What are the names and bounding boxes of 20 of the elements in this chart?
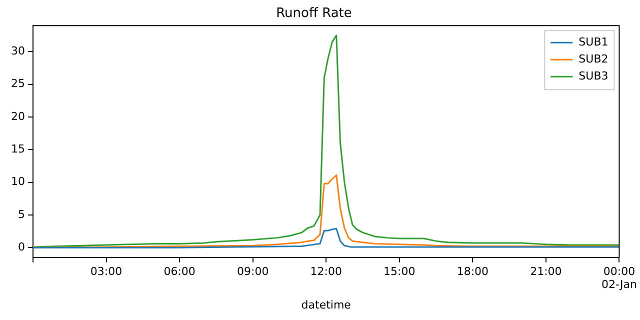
x-axis-title: datetime [301, 298, 352, 312]
y-tick-label: 15 [10, 142, 25, 156]
y-tick-label: 0 [18, 240, 25, 254]
x-tick-label: 12:00 [310, 264, 342, 278]
legend-label: SUB3 [578, 69, 608, 82]
legend-label: SUB2 [578, 52, 608, 66]
y-tick-label: 25 [10, 77, 25, 90]
y-tick-label: 20 [10, 110, 25, 123]
x-tick-label: 15:00 [384, 264, 416, 278]
x-tick-label: 00:00 02-Jan [601, 264, 638, 292]
x-tick-label: 21:00 [530, 264, 562, 278]
y-tick-label: 5 [18, 208, 25, 221]
chart-title: Runoff Rate [276, 6, 352, 22]
legend-label: SUB1 [578, 35, 608, 48]
x-tick-label: 03:00 [90, 264, 122, 278]
x-tick-label: 06:00 [164, 264, 196, 278]
y-tick-label: 30 [10, 44, 25, 58]
x-tick-label: 18:00 [456, 264, 489, 278]
x-tick-label: 09:00 [236, 264, 269, 278]
y-tick-label: 10 [10, 175, 25, 188]
